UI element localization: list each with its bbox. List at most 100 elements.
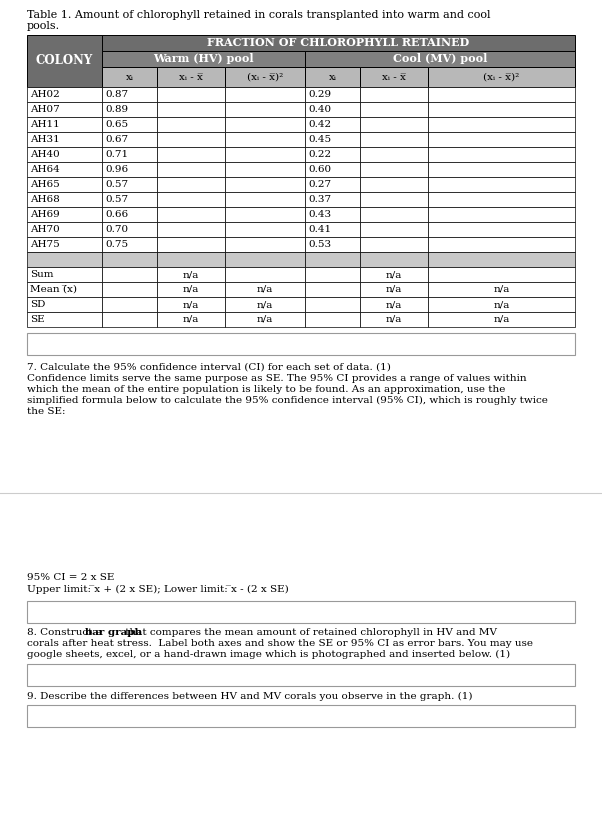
- Text: 0.60: 0.60: [308, 165, 331, 174]
- Text: 0.29: 0.29: [308, 90, 331, 99]
- Bar: [225, 312, 305, 327]
- Bar: [360, 207, 428, 222]
- Bar: [305, 282, 360, 297]
- Bar: [428, 267, 575, 282]
- Text: Confidence limits serve the same purpose as SE. The 95% CI provides a range of v: Confidence limits serve the same purpose…: [27, 374, 527, 383]
- Text: 0.67: 0.67: [105, 135, 128, 144]
- Text: n/a: n/a: [183, 315, 199, 324]
- Bar: [360, 267, 428, 282]
- Text: Table 1. Amount of chlorophyll retained in corals transplanted into warm and coo: Table 1. Amount of chlorophyll retained …: [27, 10, 491, 20]
- Text: which the mean of the entire population is likely to be found. As an approximati: which the mean of the entire population …: [27, 385, 505, 394]
- Bar: [27, 237, 102, 252]
- Bar: [157, 297, 225, 312]
- Bar: [27, 252, 102, 267]
- Text: 0.57: 0.57: [105, 180, 128, 189]
- Text: n/a: n/a: [257, 300, 273, 309]
- Bar: [225, 222, 305, 237]
- Text: AH64: AH64: [30, 165, 60, 174]
- Bar: [360, 117, 428, 132]
- Bar: [102, 297, 157, 312]
- Text: AH31: AH31: [30, 135, 60, 144]
- Bar: [305, 147, 360, 162]
- Bar: [102, 35, 575, 51]
- Bar: [102, 312, 157, 327]
- Bar: [27, 192, 102, 207]
- Bar: [428, 297, 575, 312]
- Bar: [428, 252, 575, 267]
- Bar: [27, 267, 102, 282]
- Bar: [157, 87, 225, 102]
- Bar: [305, 177, 360, 192]
- Bar: [225, 297, 305, 312]
- Bar: [27, 297, 102, 312]
- Text: 0.42: 0.42: [308, 120, 331, 129]
- Bar: [225, 132, 305, 147]
- Bar: [360, 252, 428, 267]
- Bar: [428, 87, 575, 102]
- Bar: [305, 207, 360, 222]
- Bar: [102, 162, 157, 177]
- Bar: [157, 147, 225, 162]
- Bar: [102, 67, 157, 87]
- Bar: [27, 87, 102, 102]
- Bar: [428, 132, 575, 147]
- Bar: [428, 67, 575, 87]
- Bar: [157, 67, 225, 87]
- Bar: [157, 132, 225, 147]
- Bar: [360, 102, 428, 117]
- Text: AH65: AH65: [30, 180, 60, 189]
- Text: n/a: n/a: [183, 285, 199, 294]
- Bar: [102, 252, 157, 267]
- Bar: [157, 252, 225, 267]
- Text: 0.75: 0.75: [105, 240, 128, 249]
- Text: AH69: AH69: [30, 210, 60, 219]
- Text: n/a: n/a: [493, 315, 510, 324]
- Text: 0.65: 0.65: [105, 120, 128, 129]
- Bar: [428, 102, 575, 117]
- Bar: [225, 177, 305, 192]
- Text: 0.71: 0.71: [105, 150, 128, 159]
- Bar: [225, 87, 305, 102]
- Text: n/a: n/a: [183, 300, 199, 309]
- Bar: [360, 147, 428, 162]
- Text: COLONY: COLONY: [36, 55, 93, 68]
- Text: AH11: AH11: [30, 120, 60, 129]
- Text: (xᵢ - x̅)²: (xᵢ - x̅)²: [247, 73, 283, 82]
- Bar: [225, 282, 305, 297]
- Bar: [305, 222, 360, 237]
- Text: Mean (̅x): Mean (̅x): [30, 285, 77, 294]
- Bar: [428, 282, 575, 297]
- Bar: [27, 207, 102, 222]
- Text: n/a: n/a: [386, 300, 402, 309]
- Bar: [305, 267, 360, 282]
- Bar: [102, 237, 157, 252]
- Bar: [360, 222, 428, 237]
- Bar: [428, 237, 575, 252]
- Bar: [360, 237, 428, 252]
- Bar: [27, 35, 102, 87]
- Text: 0.89: 0.89: [105, 105, 128, 114]
- Text: 95% CI = 2 x SE: 95% CI = 2 x SE: [27, 573, 114, 582]
- Text: 0.45: 0.45: [308, 135, 331, 144]
- Bar: [102, 51, 305, 67]
- Text: 0.40: 0.40: [308, 105, 331, 114]
- Bar: [305, 192, 360, 207]
- Text: Upper limit: ̅x + (2 x SE); Lower limit: ̅x - (2 x SE): Upper limit: ̅x + (2 x SE); Lower limit:…: [27, 585, 289, 594]
- Bar: [428, 147, 575, 162]
- Bar: [360, 87, 428, 102]
- Bar: [102, 102, 157, 117]
- Text: 0.66: 0.66: [105, 210, 128, 219]
- Bar: [305, 162, 360, 177]
- Bar: [305, 87, 360, 102]
- Text: n/a: n/a: [386, 315, 402, 324]
- Bar: [305, 312, 360, 327]
- Bar: [305, 237, 360, 252]
- Text: 9. Describe the differences between HV and MV corals you observe in the graph. (: 9. Describe the differences between HV a…: [27, 692, 473, 701]
- Text: 0.41: 0.41: [308, 225, 331, 234]
- Bar: [27, 601, 575, 623]
- Text: 0.70: 0.70: [105, 225, 128, 234]
- Bar: [102, 192, 157, 207]
- Text: 0.27: 0.27: [308, 180, 331, 189]
- Bar: [305, 67, 360, 87]
- Bar: [360, 162, 428, 177]
